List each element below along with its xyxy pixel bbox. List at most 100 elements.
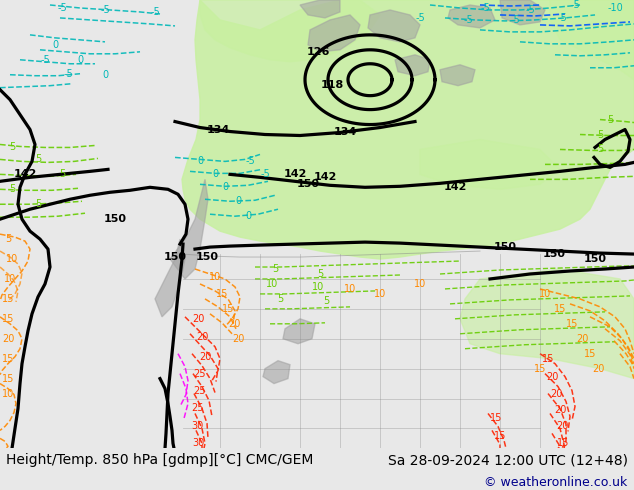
Text: 15: 15: [534, 364, 546, 374]
Text: 30: 30: [192, 439, 204, 448]
Text: 20: 20: [592, 364, 604, 374]
Text: -5: -5: [260, 170, 270, 179]
Text: 10: 10: [539, 289, 551, 299]
Text: 5: 5: [35, 154, 41, 165]
Text: 142: 142: [13, 170, 37, 179]
Text: -5: -5: [510, 15, 520, 25]
Text: -5: -5: [480, 3, 490, 13]
Text: 5: 5: [597, 145, 603, 154]
Text: 150: 150: [583, 254, 607, 264]
Text: 15: 15: [2, 314, 14, 324]
Text: -5: -5: [245, 156, 255, 167]
Text: 20: 20: [228, 319, 240, 329]
Text: 15: 15: [490, 414, 502, 423]
Text: 0: 0: [52, 40, 58, 50]
Text: 142: 142: [313, 172, 337, 182]
Text: 150: 150: [164, 252, 186, 262]
Polygon shape: [263, 361, 290, 384]
Text: 5: 5: [317, 269, 323, 279]
Text: 10: 10: [266, 279, 278, 289]
Text: 15: 15: [566, 319, 578, 329]
Text: -5: -5: [463, 15, 473, 25]
Text: 20: 20: [550, 389, 562, 398]
Polygon shape: [500, 0, 545, 25]
Polygon shape: [440, 65, 475, 86]
Polygon shape: [308, 15, 360, 52]
Text: 10: 10: [344, 284, 356, 294]
Text: -5: -5: [40, 55, 50, 65]
Text: 150: 150: [543, 249, 566, 259]
Text: 142: 142: [443, 182, 467, 192]
Text: 5: 5: [35, 199, 41, 209]
Text: 0: 0: [212, 170, 218, 179]
Text: 20: 20: [554, 406, 566, 416]
Polygon shape: [550, 0, 634, 80]
Text: -5: -5: [63, 69, 73, 79]
Text: 5: 5: [277, 294, 283, 304]
Text: 15: 15: [554, 304, 566, 314]
Text: 15: 15: [222, 304, 234, 314]
Polygon shape: [395, 55, 430, 76]
Text: 0: 0: [77, 55, 83, 65]
Text: 5: 5: [607, 115, 613, 124]
Text: 20: 20: [196, 332, 208, 342]
Polygon shape: [200, 0, 380, 62]
Text: 15: 15: [2, 354, 14, 364]
Text: 15: 15: [542, 354, 554, 364]
Text: 20: 20: [546, 371, 558, 382]
Text: 5: 5: [597, 129, 603, 140]
Text: 25: 25: [194, 368, 206, 379]
Text: 20: 20: [576, 334, 588, 344]
Text: 118: 118: [320, 80, 344, 90]
Text: 134: 134: [333, 126, 356, 137]
Text: -5: -5: [57, 3, 67, 13]
Text: 0: 0: [235, 196, 241, 206]
Polygon shape: [448, 5, 495, 28]
Polygon shape: [420, 140, 560, 189]
Text: 150: 150: [103, 214, 127, 224]
Text: 20: 20: [232, 334, 244, 344]
Text: 0: 0: [222, 182, 228, 192]
Polygon shape: [283, 319, 315, 344]
Text: -10: -10: [607, 3, 623, 13]
Text: -5: -5: [415, 13, 425, 23]
Text: -5: -5: [557, 13, 567, 23]
Polygon shape: [368, 10, 420, 42]
Text: 20: 20: [192, 314, 204, 324]
Text: Sa 28-09-2024 12:00 UTC (12+48): Sa 28-09-2024 12:00 UTC (12+48): [387, 453, 628, 467]
Text: 20: 20: [199, 352, 211, 362]
Text: 10: 10: [6, 254, 18, 264]
Text: 15: 15: [216, 289, 228, 299]
Text: 0: 0: [102, 70, 108, 80]
Text: Height/Temp. 850 hPa [gdmp][°C] CMC/GEM: Height/Temp. 850 hPa [gdmp][°C] CMC/GEM: [6, 453, 314, 467]
Text: 5: 5: [9, 143, 15, 152]
Polygon shape: [182, 0, 634, 259]
Text: -5: -5: [570, 0, 580, 10]
Text: 142: 142: [283, 170, 307, 179]
Text: 126: 126: [306, 47, 330, 57]
Text: -5: -5: [150, 7, 160, 17]
Text: -5: -5: [525, 5, 535, 15]
Text: 5: 5: [272, 264, 278, 274]
Text: © weatheronline.co.uk: © weatheronline.co.uk: [484, 476, 628, 489]
Text: 5: 5: [9, 184, 15, 195]
Text: 25: 25: [191, 403, 204, 414]
Text: 10: 10: [374, 289, 386, 299]
Text: 10: 10: [2, 389, 14, 398]
Text: 30: 30: [191, 421, 203, 431]
Text: 5: 5: [5, 234, 11, 244]
Text: 15: 15: [2, 294, 14, 304]
Text: 150: 150: [297, 179, 320, 189]
Text: 20: 20: [2, 334, 14, 344]
Text: 0: 0: [197, 156, 203, 167]
Text: 5: 5: [323, 296, 329, 306]
Text: 150: 150: [493, 242, 517, 252]
Text: 10: 10: [4, 274, 16, 284]
Text: 5: 5: [59, 170, 65, 179]
Text: 15: 15: [584, 349, 596, 359]
Text: 15: 15: [557, 439, 569, 448]
Text: 15: 15: [494, 431, 506, 441]
Polygon shape: [170, 179, 208, 279]
Polygon shape: [300, 0, 340, 18]
Polygon shape: [155, 239, 185, 317]
